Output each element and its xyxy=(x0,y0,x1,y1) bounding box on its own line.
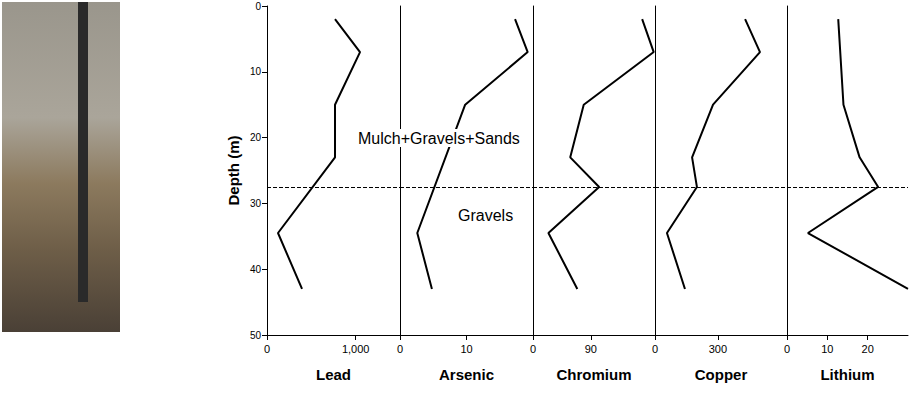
svg-text:Arsenic: Arsenic xyxy=(439,366,494,383)
svg-text:300: 300 xyxy=(709,343,727,355)
svg-text:Chromium: Chromium xyxy=(557,366,632,383)
svg-text:Mulch+Gravels+Sands: Mulch+Gravels+Sands xyxy=(358,130,520,147)
svg-text:30: 30 xyxy=(250,198,262,209)
svg-text:0: 0 xyxy=(652,343,658,355)
svg-text:Gravels: Gravels xyxy=(458,207,513,224)
svg-text:Copper: Copper xyxy=(695,366,748,383)
svg-text:40: 40 xyxy=(250,264,262,275)
svg-text:50: 50 xyxy=(250,330,262,341)
svg-text:0: 0 xyxy=(784,343,790,355)
svg-text:0: 0 xyxy=(264,343,270,355)
svg-text:10: 10 xyxy=(821,343,833,355)
svg-text:10: 10 xyxy=(250,66,262,77)
svg-text:Lithium: Lithium xyxy=(820,366,874,383)
svg-text:1,000: 1,000 xyxy=(342,343,370,355)
svg-text:90: 90 xyxy=(585,343,597,355)
svg-text:0: 0 xyxy=(397,343,403,355)
svg-text:0: 0 xyxy=(255,1,261,12)
svg-text:Lead: Lead xyxy=(316,366,351,383)
svg-text:20: 20 xyxy=(862,343,874,355)
svg-text:0: 0 xyxy=(530,343,536,355)
svg-text:Depth (m): Depth (m) xyxy=(225,136,242,206)
svg-text:10: 10 xyxy=(460,343,472,355)
svg-text:20: 20 xyxy=(250,132,262,143)
